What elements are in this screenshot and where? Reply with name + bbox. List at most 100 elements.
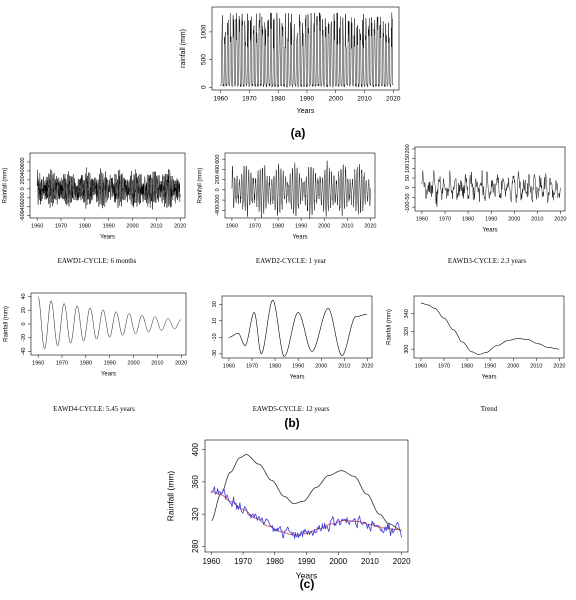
x-tick-label: 2000 bbox=[127, 361, 139, 367]
y-tick-label: 400 bbox=[20, 166, 26, 175]
x-tick-label: 2000 bbox=[508, 217, 520, 223]
y-tick-label: 400 bbox=[215, 165, 221, 174]
y-tick-label: -30 bbox=[212, 350, 218, 358]
x-axis-label: Years bbox=[296, 570, 317, 580]
y-tick-label: 0 bbox=[20, 187, 26, 190]
y-axis-label: Rainfall (mm) bbox=[2, 168, 8, 204]
y-tick-label: 320 bbox=[404, 327, 410, 336]
x-tick-label: 1980 bbox=[80, 361, 92, 367]
x-tick-label: 1990 bbox=[295, 224, 307, 230]
x-tick-label: 1970 bbox=[56, 361, 68, 367]
y-tick-label: 40 bbox=[21, 293, 27, 299]
plot-frame bbox=[414, 146, 566, 212]
y-tick-label: 500 bbox=[201, 54, 208, 65]
x-tick-label: 1970 bbox=[439, 217, 451, 223]
x-tick-label: 2020 bbox=[174, 224, 186, 230]
y-tick-label: -200 bbox=[20, 192, 26, 203]
x-tick-label: 1980 bbox=[79, 224, 91, 230]
series-line bbox=[421, 170, 561, 207]
x-axis-label: Years bbox=[289, 375, 304, 381]
chart-eawd4: 1960 1970 1980 1990 2000 2010 2020 -40 -20 0 20 40 Y… bbox=[3, 292, 187, 378]
y-tick-label: 340 bbox=[404, 309, 410, 318]
x-tick-label: 2000 bbox=[329, 557, 347, 566]
caption-eawd3: EAWD3-CYCLE: 2.3 years bbox=[448, 257, 526, 265]
x-tick-label: 2010 bbox=[151, 361, 163, 367]
y-tick-label: 360 bbox=[191, 475, 200, 489]
y-axis-label: Rainfall (mm) bbox=[197, 168, 203, 204]
y-tick-label: 10 bbox=[212, 318, 218, 324]
plot-frame bbox=[413, 295, 565, 359]
y-tick-label: 200 bbox=[405, 144, 411, 153]
x-tick-label: 1960 bbox=[31, 224, 43, 230]
chart-eawd3: 1960 1970 1980 1990 2000 2010 2020 -100-50 0 50 10… bbox=[405, 144, 566, 233]
series-line bbox=[36, 167, 181, 210]
series-line bbox=[211, 454, 402, 531]
x-tick-label: 1980 bbox=[462, 217, 474, 223]
y-axis-label: rainfall (mm) bbox=[180, 29, 187, 68]
y-tick-label: 0 bbox=[21, 322, 27, 325]
x-tick-label: 1960 bbox=[415, 364, 427, 370]
y-tick-label: 200 bbox=[20, 175, 26, 184]
x-axis-label: Years bbox=[292, 235, 307, 241]
x-tick-label: 2000 bbox=[507, 364, 519, 370]
x-tick-label: 2020 bbox=[361, 364, 373, 370]
y-tick-label: 50 bbox=[405, 175, 411, 181]
y-tick-label: -10 bbox=[212, 333, 218, 341]
y-tick-label: 200 bbox=[215, 175, 221, 184]
x-tick-label: 2010 bbox=[361, 557, 379, 566]
plot-frame bbox=[211, 6, 400, 91]
x-tick-label: 1970 bbox=[438, 364, 450, 370]
y-tick-label: 0 bbox=[215, 188, 221, 191]
chart-eawd5: 1960 1970 1980 1990 2000 2010 2020 -30 -10 10 30 Ye… bbox=[212, 295, 374, 381]
series-line bbox=[37, 296, 182, 350]
chart-c: 1960 1970 1980 1990 2000 2010 2020 280 320 360 400… bbox=[165, 439, 411, 580]
series-observed bbox=[210, 486, 403, 539]
plot-frame bbox=[221, 295, 373, 359]
x-tick-label: 2010 bbox=[338, 364, 350, 370]
y-tick-label: 400 bbox=[191, 442, 200, 456]
y-tick-label: 1000 bbox=[201, 24, 208, 39]
series-line bbox=[420, 302, 559, 355]
y-axis-label: Rainfall (mm) bbox=[165, 471, 175, 522]
x-tick-label: 1990 bbox=[300, 96, 315, 103]
x-tick-label: 1960 bbox=[213, 96, 228, 103]
y-tick-label: -50 bbox=[405, 193, 411, 201]
plot-frame bbox=[29, 152, 186, 219]
series-line bbox=[231, 160, 371, 220]
caption-eawd5: EAWD5-CYCLE: 12 years bbox=[253, 405, 330, 413]
x-tick-label: 1990 bbox=[485, 217, 497, 223]
caption-trend: Trend bbox=[481, 405, 498, 413]
caption-eawd2: EAWD2-CYCLE: 1 year bbox=[256, 257, 327, 265]
y-tick-label: -40 bbox=[21, 348, 27, 356]
x-axis-label: Years bbox=[482, 228, 497, 234]
x-axis-label: Years bbox=[297, 108, 315, 115]
y-tick-label: 0 bbox=[201, 85, 208, 89]
y-tick-label: 280 bbox=[191, 539, 200, 553]
x-tick-label: 2010 bbox=[531, 217, 543, 223]
caption-eawd4: EAWD4-CYCLE: 5.45 years bbox=[53, 405, 135, 413]
x-tick-label: 1980 bbox=[271, 96, 286, 103]
series-line bbox=[211, 491, 402, 536]
x-tick-label: 1970 bbox=[246, 364, 258, 370]
x-tick-label: 1990 bbox=[298, 557, 316, 566]
x-tick-label: 2000 bbox=[126, 224, 138, 230]
x-tick-label: 1990 bbox=[104, 361, 116, 367]
plot-frame bbox=[204, 439, 409, 553]
panel-label-c: (c) bbox=[300, 577, 315, 591]
x-tick-label: 1960 bbox=[223, 364, 235, 370]
x-tick-label: 1970 bbox=[242, 96, 257, 103]
x-axis-label: Years bbox=[101, 372, 116, 378]
x-tick-label: 1980 bbox=[266, 557, 284, 566]
y-tick-label: 600 bbox=[20, 157, 26, 166]
x-tick-label: 1990 bbox=[484, 364, 496, 370]
chart-eawd2: 1960 1970 1980 1990 2000 2010 2020 -400-200 0 200… bbox=[197, 152, 377, 241]
y-tick-label: -600 bbox=[20, 210, 26, 221]
x-tick-label: 1990 bbox=[103, 224, 115, 230]
y-tick-label: 100 bbox=[405, 164, 411, 173]
y-tick-label: -100 bbox=[405, 202, 411, 213]
x-tick-label: 1960 bbox=[202, 557, 220, 566]
plot-frame bbox=[224, 152, 376, 219]
x-tick-label: 2010 bbox=[530, 364, 542, 370]
x-tick-label: 2000 bbox=[315, 364, 327, 370]
x-tick-label: 2020 bbox=[175, 361, 187, 367]
